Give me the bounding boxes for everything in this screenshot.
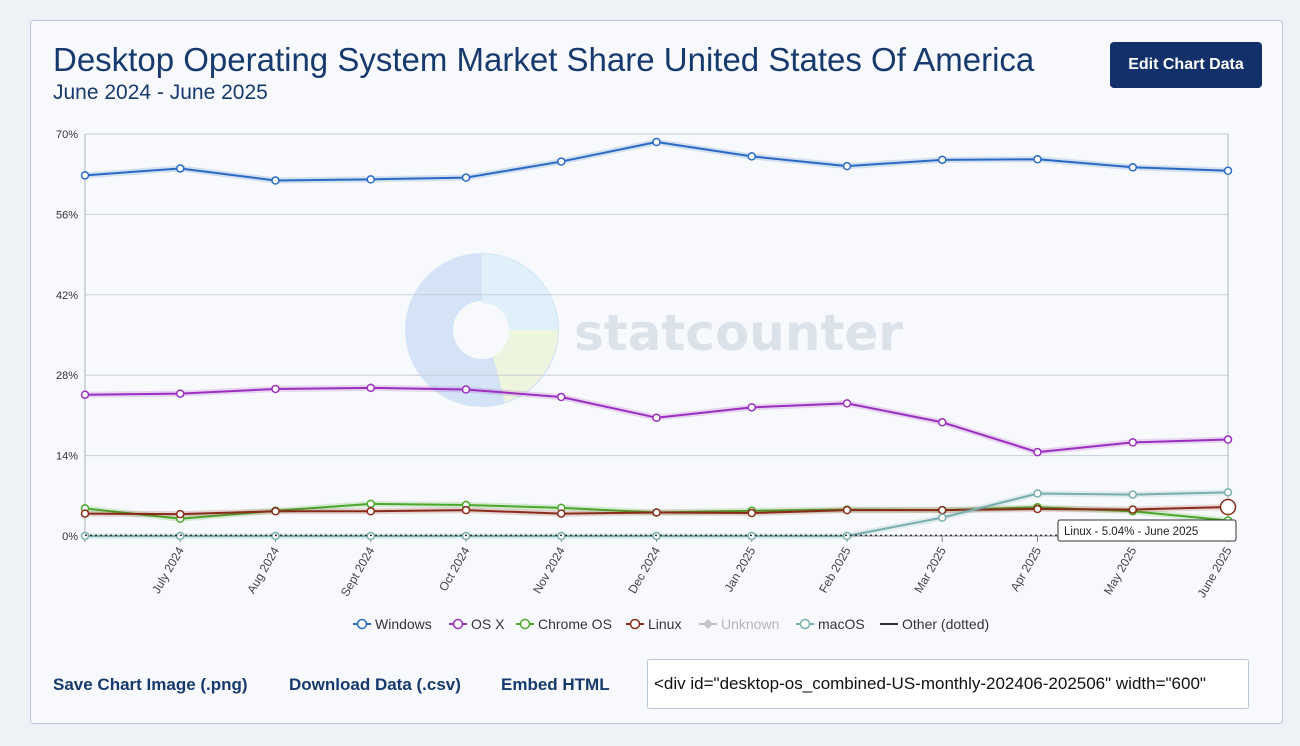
data-point-macos[interactable] [1128,490,1137,499]
data-point-os-x[interactable] [652,413,661,422]
data-point-windows[interactable] [366,175,375,184]
chart-card: Desktop Operating System Market Share Un… [30,20,1283,724]
edit-chart-data-button[interactable]: Edit Chart Data [1110,42,1262,88]
watermark-text: statcounter [574,304,903,362]
legend-item-linux[interactable]: Linux [626,616,681,632]
legend-item-macos[interactable]: macOS [796,616,865,632]
legend-marker [629,618,641,630]
data-point-os-x[interactable] [557,392,566,402]
x-tick-label: Nov 2024 [530,544,568,596]
legend-label: Other (dotted) [902,616,989,632]
data-point-linux[interactable] [461,505,471,515]
data-point-windows[interactable] [842,161,852,171]
data-point-linux[interactable] [652,508,661,517]
data-point-windows[interactable] [1223,166,1233,176]
legend-marker [452,618,464,630]
data-point-linux[interactable] [1033,504,1042,514]
legend-item-windows[interactable]: Windows [353,616,432,632]
data-point-os-x[interactable] [176,389,185,398]
data-point-linux[interactable] [366,507,375,516]
legend-label: Chrome OS [538,616,612,632]
x-tick-label: Mar 2025 [911,544,949,595]
chart-title: Desktop Operating System Market Share Un… [53,41,1035,78]
chart-subtitle: June 2024 - June 2025 [53,81,268,104]
legend-item-unknown[interactable]: Unknown [699,616,779,632]
x-tick-label: May 2025 [1101,544,1140,597]
tooltip-text: Linux - 5.04% - June 2025 [1064,526,1198,538]
legend-marker [799,618,811,630]
data-point-chrome-os[interactable] [366,499,375,509]
x-tick-label: Feb 2025 [816,544,854,595]
x-tick-label: Jan 2025 [722,544,759,594]
legend-item-chrome-os[interactable]: Chrome OS [516,616,612,632]
data-point-windows[interactable] [747,152,756,161]
embed-html-link[interactable]: Embed HTML [501,675,610,694]
y-tick-label: 14% [56,451,78,463]
data-point-linux[interactable] [176,509,185,519]
download-data-link[interactable]: Download Data (.csv) [289,675,461,694]
legend-label: Linux [648,616,681,632]
data-point-os-x[interactable] [747,403,756,412]
watermark-logo-segment [493,330,558,402]
data-point-os-x[interactable] [1128,438,1137,447]
legend-marker [356,618,368,630]
y-tick-label: 28% [56,370,78,382]
data-point-linux[interactable] [557,509,566,518]
data-point-os-x[interactable] [366,383,375,393]
x-tick-label: Apr 2025 [1008,544,1045,593]
legend-marker [703,619,713,629]
y-tick-label: 0% [62,531,78,543]
x-tick-label: July 2024 [149,544,187,596]
legend-label: macOS [818,616,865,632]
line-chart: statcounter 0% 14% 28% 42% 56% 70% July 2024 Au… [56,129,1237,632]
data-point-linux[interactable] [271,507,280,516]
data-point-windows[interactable] [652,137,661,147]
data-point-macos[interactable] [938,513,947,522]
y-tick-label: 70% [56,129,78,141]
data-point-os-x[interactable] [1033,447,1042,457]
x-tick-label: Aug 2024 [244,544,282,596]
legend-item-other-dotted[interactable]: Other (dotted) [880,616,989,632]
legend-label: Unknown [721,616,779,632]
statcounter-watermark: statcounter [405,253,903,407]
save-chart-image-link[interactable]: Save Chart Image (.png) [53,675,248,694]
legend-marker [519,618,531,630]
data-point-windows[interactable] [938,155,947,165]
data-point-linux[interactable] [1128,505,1137,514]
data-point-linux[interactable] [842,505,852,515]
y-tick-label: 56% [56,209,78,221]
data-point-windows[interactable] [176,164,185,173]
data-point-linux[interactable] [80,509,90,518]
data-point-linux[interactable] [938,505,947,515]
data-point-os-x[interactable] [80,390,90,399]
tooltip-box [1057,519,1237,542]
legend-label: OS X [471,616,505,632]
data-point-os-x[interactable] [1223,435,1233,444]
x-tick-label: Dec 2024 [625,544,663,596]
legend-label: Windows [375,616,432,632]
data-point-windows[interactable] [271,176,280,185]
data-point-linux[interactable] [747,508,756,518]
x-tick-label: Oct 2024 [436,544,473,593]
x-tick-label: Sept 2024 [338,544,378,599]
series-line-windows [84,141,1229,182]
data-point-macos[interactable] [1033,489,1042,498]
data-point-windows[interactable] [557,157,566,166]
y-tick-label: 42% [56,290,78,302]
data-point-os-x[interactable] [938,418,947,427]
data-point-windows[interactable] [1033,155,1042,164]
data-point-windows[interactable] [80,171,90,180]
x-tick-label: June 2025 [1194,544,1234,600]
legend-item-os-x[interactable]: OS X [449,616,505,632]
data-point-os-x[interactable] [461,385,471,394]
data-point-os-x[interactable] [842,399,852,408]
embed-code-field[interactable]: <div id="desktop-os_combined-US-monthly-… [647,659,1249,709]
data-point-windows[interactable] [1128,163,1137,172]
watermark-logo-segment [482,254,558,330]
hover-marker[interactable] [1219,498,1237,516]
data-point-os-x[interactable] [271,384,280,394]
data-point-windows[interactable] [461,173,471,182]
data-point-macos[interactable] [1223,488,1233,497]
